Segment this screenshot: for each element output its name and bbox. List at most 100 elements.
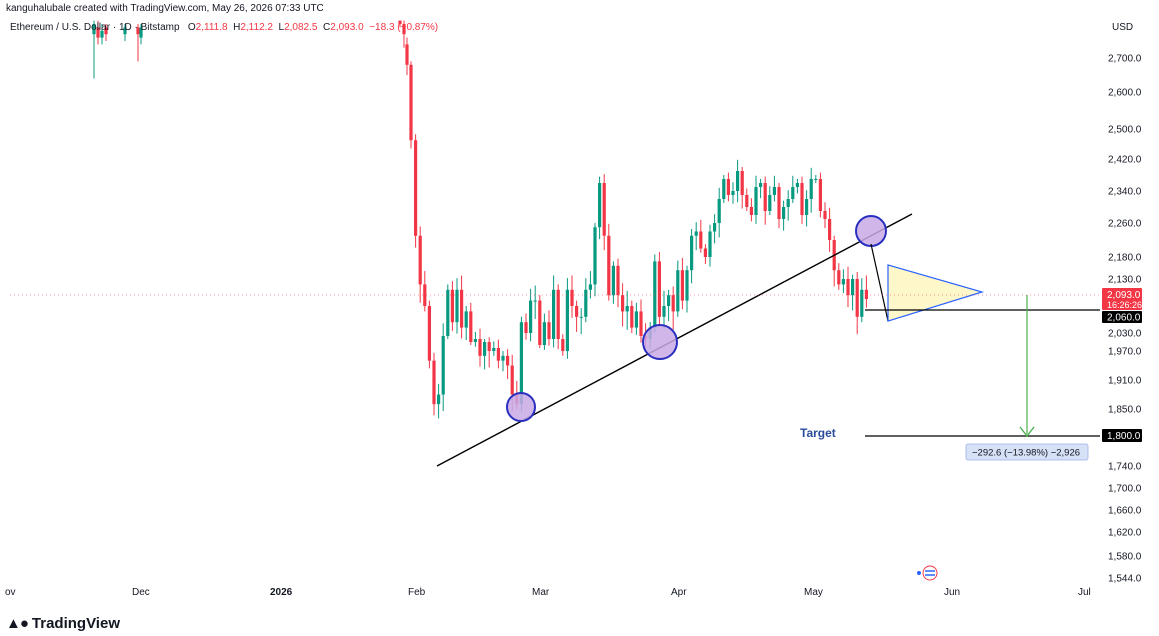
bar-countdown: 16:26:26: [1107, 300, 1142, 310]
candle: [841, 269, 845, 294]
candle: [473, 331, 477, 347]
candle: [851, 274, 855, 311]
candle: [791, 175, 795, 203]
candle: [749, 198, 753, 222]
candle: [598, 176, 602, 240]
candle: [823, 202, 827, 229]
flag-badge-icon[interactable]: [917, 565, 938, 581]
candle: [777, 183, 781, 229]
touch-circle-2: [642, 324, 678, 360]
candle: [588, 271, 592, 299]
candle: [680, 257, 684, 310]
breakdown-circle: [855, 215, 887, 247]
symbol-name[interactable]: Ethereum / U.S. Dollar: [10, 22, 111, 33]
price-tick-label: 1,740.0: [1108, 462, 1142, 473]
candle: [139, 24, 143, 45]
candle: [437, 383, 441, 419]
candle: [662, 290, 666, 329]
candle: [699, 219, 703, 253]
symbol-legend[interactable]: Ethereum / U.S. Dollar · 1D · Bitstamp O…: [10, 22, 439, 33]
candle: [570, 275, 574, 318]
candle: [529, 288, 533, 342]
candle: [694, 222, 698, 251]
time-tick-label: Mar: [532, 587, 550, 598]
candle: [506, 349, 510, 380]
candle: [501, 351, 505, 372]
symbol-interval[interactable]: 1D: [118, 22, 132, 33]
candle: [864, 275, 868, 308]
price-tick-label: 2,700.0: [1108, 54, 1142, 65]
candle: [418, 226, 422, 303]
candle: [690, 228, 694, 284]
time-tick-label: ov: [5, 587, 16, 598]
candle: [759, 179, 763, 199]
candle: [136, 24, 140, 62]
candle: [855, 271, 859, 335]
price-tick-label: 1,970.0: [1108, 347, 1142, 358]
candles-layer: [92, 20, 868, 419]
time-tick-label: May: [804, 587, 823, 598]
candle: [561, 334, 565, 356]
candle: [667, 289, 671, 322]
candle: [602, 174, 606, 251]
low-label: L: [278, 22, 285, 33]
level-2060-tag: [1102, 311, 1142, 323]
time-tick-label: Jul: [1078, 587, 1091, 598]
low-value: 2,082.5: [284, 22, 318, 33]
target-text: Target: [800, 426, 836, 440]
last-price-tag: [1102, 288, 1142, 310]
candle: [832, 235, 836, 287]
candle: [402, 20, 406, 48]
candle: [653, 254, 657, 333]
candle: [685, 265, 689, 313]
candle: [487, 337, 491, 368]
candle: [464, 306, 468, 341]
candle: [460, 275, 464, 339]
candle: [483, 339, 487, 370]
candle: [860, 278, 864, 323]
candle: [805, 190, 809, 227]
candle: [104, 24, 108, 41]
price-tick-label: 2,180.0: [1108, 253, 1142, 264]
price-tick-label: 2,340.0: [1108, 187, 1142, 198]
close-label: C: [323, 22, 331, 33]
drawings-layer: Target −292.6 (−13.98%) −2,926: [10, 213, 1100, 581]
candle: [123, 24, 127, 41]
price-tick-label: 2,030.0: [1108, 329, 1142, 340]
candle: [814, 175, 818, 183]
candle: [469, 302, 473, 345]
candle: [768, 186, 772, 215]
candle: [782, 200, 786, 231]
breakdown-leg: [870, 243, 889, 322]
candle: [726, 172, 730, 202]
price-axis[interactable]: 2,700.0 2,600.0 2,500.0 2,420.0 2,340.0 2,260…: [1108, 54, 1142, 585]
change-value: −18.3 (−0.87%): [369, 22, 439, 33]
candle: [423, 271, 427, 312]
candle: [634, 302, 638, 335]
pennant-triangle: [887, 264, 985, 322]
candle: [552, 275, 556, 348]
candle: [446, 284, 450, 339]
candle: [731, 182, 735, 204]
price-tick-label: 1,850.0: [1108, 405, 1142, 416]
candle: [575, 300, 579, 332]
candle: [427, 300, 431, 369]
touch-circle-1: [506, 392, 536, 422]
level-2060-value: 2,060.0: [1107, 313, 1141, 324]
candle: [809, 167, 813, 213]
candle: [754, 175, 758, 224]
time-axis[interactable]: ov Dec 2026 Feb Mar Apr May Jun Jul: [5, 587, 1091, 598]
candle: [524, 313, 528, 340]
last-price-value: 2,093.0: [1107, 290, 1141, 301]
brand-name: TradingView: [31, 615, 120, 632]
candle: [579, 308, 583, 335]
candle: [630, 300, 634, 333]
candle: [657, 251, 661, 326]
candle: [671, 286, 675, 330]
candle: [556, 284, 560, 350]
currency-label[interactable]: USD: [1112, 22, 1134, 33]
candle: [92, 20, 96, 79]
price-tick-label: 1,910.0: [1108, 376, 1142, 387]
price-tick-label: 1,544.0: [1108, 574, 1142, 585]
